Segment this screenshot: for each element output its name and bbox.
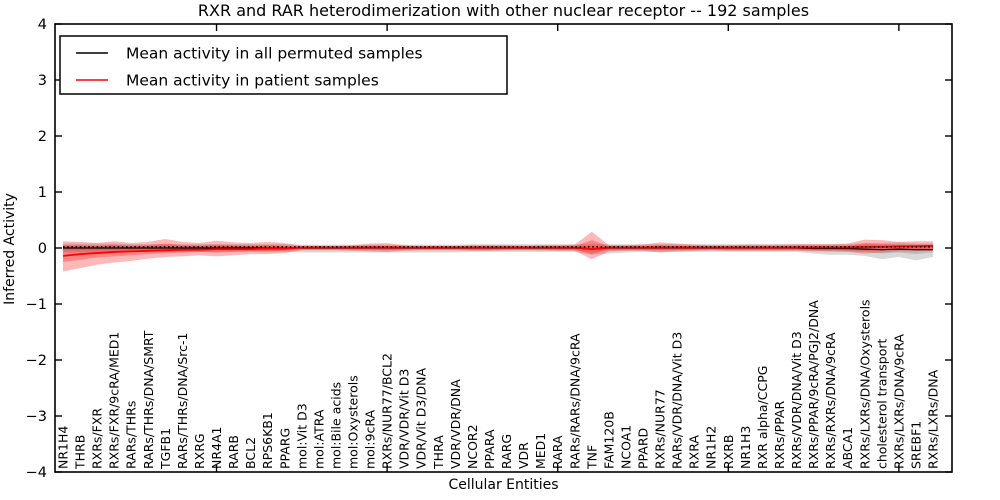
x-category-label: RXRs/LXRs/DNA — [926, 369, 941, 469]
x-category-label: RARG — [499, 434, 514, 469]
x-category-label: NR1H4 — [56, 426, 71, 469]
x-category-label: RXRA — [687, 435, 702, 469]
x-category-label: mol:9cRA — [363, 409, 378, 469]
x-category-label: RXRs/NUR77/BCL2 — [380, 353, 395, 469]
y-tick-label: 2 — [38, 129, 47, 145]
x-category-label: RXRs/RXRs/DNA/9cRA — [823, 332, 838, 469]
x-category-label: RARs/VDR/DNA/Vit D3 — [670, 332, 685, 469]
x-category-label: ABCA1 — [840, 427, 855, 469]
y-tick-label: 1 — [38, 185, 47, 201]
x-category-label: MED1 — [533, 433, 548, 469]
x-category-label: RXRs/PPAR — [772, 401, 787, 469]
patient-samples-inner-band — [63, 240, 933, 262]
x-category-label: THRB — [73, 435, 88, 470]
x-category-label: RXRs/FXR — [90, 408, 105, 469]
legend-box — [59, 35, 508, 95]
x-category-label: PPARD — [636, 428, 651, 469]
x-category-label: RXRs/LXRs/DNA/Oxysterols — [857, 299, 872, 469]
legend-label: Mean activity in patient samples — [126, 72, 379, 90]
x-category-label: NR4A1 — [209, 427, 224, 470]
legend-label: Mean activity in all permuted samples — [126, 45, 423, 63]
x-category-label: VDR/Vit D3/DNA — [414, 368, 429, 469]
patient-samples-outer-band — [63, 231, 933, 272]
x-category-label: RARA — [550, 435, 565, 469]
x-category-label: RARs/RARs/DNA/9cRA — [567, 333, 582, 469]
y-tick-label: 0 — [38, 241, 47, 257]
x-category-label: mol:Bile acids — [328, 382, 343, 469]
y-tick-label: −2 — [26, 353, 47, 369]
x-category-label: NCOA1 — [618, 425, 633, 469]
x-category-label: PPARA — [482, 429, 497, 469]
mean-activity-in-patient-samples-line — [62, 244, 934, 257]
x-category-label: RXRs/VDR/DNA/Vit D3 — [789, 331, 804, 469]
x-category-label: VDR — [516, 442, 531, 469]
x-category-label: RARB — [226, 435, 241, 469]
x-category-label: mol:Vit D3 — [294, 403, 309, 469]
y-tick-label: −3 — [26, 409, 47, 425]
x-category-label: PPARG — [277, 428, 292, 469]
y-axis-label: Inferred Activity — [2, 193, 18, 305]
x-category-label: NCOR2 — [465, 424, 480, 469]
x-category-label: RARs/THRs/DNA/Src-1 — [175, 333, 190, 469]
x-category-label: SREBF1 — [908, 421, 923, 469]
x-category-label: RXRG — [192, 433, 207, 469]
y-tick-label: −4 — [26, 465, 47, 481]
x-category-label: RXRB — [721, 434, 736, 469]
x-category-label: RXRs/FXR/9cRA/MED1 — [107, 332, 122, 469]
x-category-label: mol:ATRA — [311, 409, 326, 469]
x-category-label: RXRs/NUR77 — [653, 389, 668, 469]
x-category-label: BCL2 — [243, 437, 258, 469]
x-category-label: VDR/VDR/Vit D3 — [397, 369, 412, 469]
chart-title: RXR and RAR heterodimerization with othe… — [197, 1, 810, 20]
x-category-label: RXRs/PPAR/9cRA/PGJ2/DNA — [806, 300, 821, 469]
x-category-label: FAM120B — [601, 411, 616, 469]
x-category-label: RARs/THRs/DNA/SMRT — [141, 330, 156, 469]
y-tick-label: 3 — [38, 73, 47, 89]
x-category-label: RARs/THRs — [124, 401, 139, 469]
y-tick-label: −1 — [26, 297, 47, 313]
x-category-label: cholesterol transport — [874, 338, 889, 469]
x-category-label: RPS6KB1 — [260, 412, 275, 469]
x-category-label: RXRs/LXRs/DNA/9cRA — [891, 334, 906, 469]
x-category-label: TGFB1 — [158, 428, 173, 470]
y-tick-label: 4 — [38, 17, 47, 33]
x-category-label: VDR/VDR/DNA — [448, 379, 463, 469]
x-category-label: NR1H3 — [738, 426, 753, 469]
x-axis-label: Cellular Entities — [448, 477, 559, 493]
x-category-label: TNF — [584, 445, 599, 470]
x-category-label: NR1H2 — [704, 426, 719, 469]
x-category-label: mol:Oxysterols — [346, 375, 361, 469]
x-category-label: THRA — [431, 435, 446, 470]
x-category-label: RXR alpha/CCPG — [755, 366, 770, 469]
